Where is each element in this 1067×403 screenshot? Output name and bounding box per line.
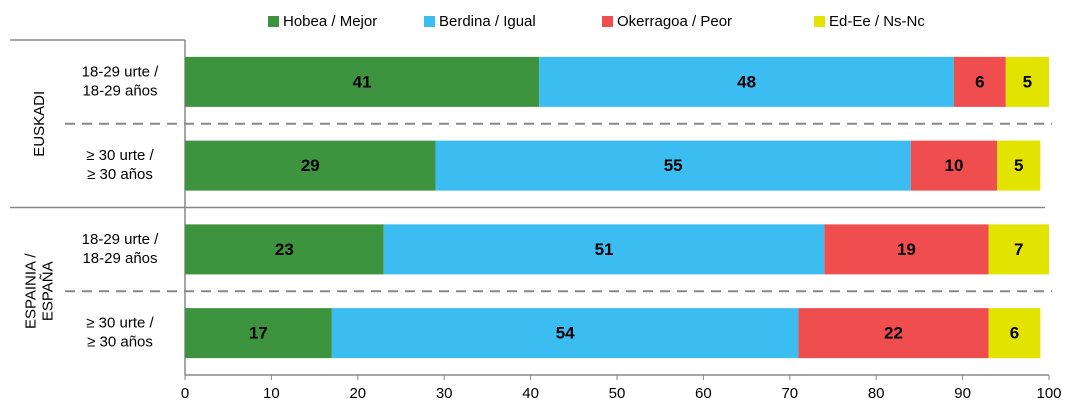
x-tick-label: 40 <box>522 385 539 402</box>
data-label: 17 <box>249 324 268 343</box>
data-label: 29 <box>301 156 320 175</box>
bar-segment <box>824 224 989 275</box>
bar-segment <box>383 224 825 275</box>
data-label: 19 <box>897 240 916 259</box>
y-tick-label: 18-29 urte / <box>82 63 160 80</box>
x-tick-label: 50 <box>609 385 626 402</box>
legend-label: Hobea / Mejor <box>283 13 377 30</box>
x-tick-label: 0 <box>181 385 189 402</box>
y-tick-label: 18-29 urte / <box>82 231 160 248</box>
bar-segment <box>1005 56 1049 107</box>
legend-swatch <box>424 16 435 27</box>
data-label: 22 <box>884 324 903 343</box>
legend-label: Okerragoa / Peor <box>617 13 732 30</box>
data-label: 6 <box>1010 324 1019 343</box>
x-tick-label: 70 <box>781 385 798 402</box>
x-tick-label: 10 <box>263 385 280 402</box>
bar-segment <box>185 140 436 191</box>
data-label: 5 <box>1023 72 1032 91</box>
y-tick-label: 18-29 años <box>82 82 157 99</box>
bar-segment <box>539 56 954 107</box>
bar-segment <box>910 140 998 191</box>
data-label: 55 <box>664 156 683 175</box>
x-tick-label: 100 <box>1036 385 1061 402</box>
bar-segment <box>953 56 1006 107</box>
data-label: 41 <box>353 72 372 91</box>
bar-segment <box>798 308 989 359</box>
legend-label: Ed-Ee / Ns-Nc <box>829 13 925 30</box>
y-tick-label: ≥ 30 años <box>87 334 153 351</box>
y-tick-label: 18-29 años <box>82 250 157 267</box>
y-tick-label: ≥ 30 años <box>87 166 153 183</box>
data-label: 48 <box>737 72 756 91</box>
bar-segment <box>435 140 911 191</box>
bar-segment <box>988 224 1049 275</box>
x-tick-label: 20 <box>349 385 366 402</box>
group-label: ESPAÑA <box>39 261 56 321</box>
data-label: 10 <box>944 156 963 175</box>
group-label: ESPAINIA / <box>22 253 39 329</box>
legend-swatch <box>814 16 825 27</box>
y-tick-label: ≥ 30 urte / <box>86 315 154 332</box>
data-label: 5 <box>1014 156 1023 175</box>
bar-segment <box>331 308 799 359</box>
data-label: 23 <box>275 240 294 259</box>
x-tick-label: 60 <box>695 385 712 402</box>
bar-segment <box>185 56 540 107</box>
data-label: 54 <box>556 324 575 343</box>
legend-swatch <box>268 16 279 27</box>
legend-swatch <box>602 16 613 27</box>
group-label: EUSKADI <box>31 91 48 157</box>
x-tick-label: 90 <box>954 385 971 402</box>
bar-segment <box>185 224 384 275</box>
data-label: 7 <box>1014 240 1023 259</box>
legend-label: Berdina / Igual <box>439 13 536 30</box>
data-label: 6 <box>975 72 984 91</box>
bar-segment <box>988 308 1041 359</box>
data-label: 51 <box>595 240 614 259</box>
x-tick-label: 80 <box>868 385 885 402</box>
bar-segment <box>997 140 1041 191</box>
bar-segment <box>185 308 332 359</box>
x-tick-label: 30 <box>436 385 453 402</box>
y-tick-label: ≥ 30 urte / <box>86 147 154 164</box>
